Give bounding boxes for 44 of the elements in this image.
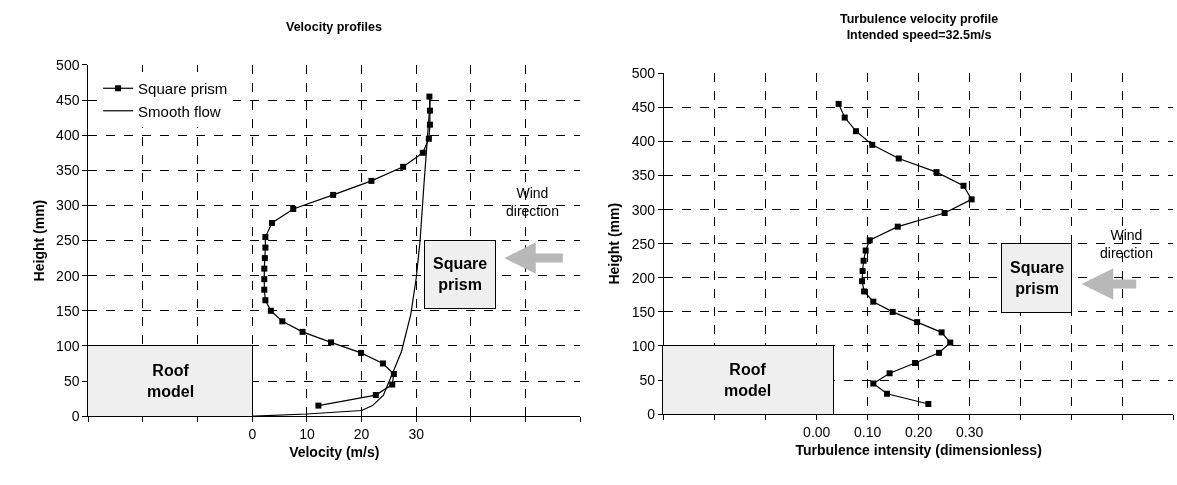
annotation: Wind direction: [1100, 227, 1153, 262]
y-tick-label: 250: [56, 232, 80, 249]
y-tick-label: 0: [71, 408, 80, 425]
y-tick-label: 300: [56, 197, 80, 214]
y-tick-label: 500: [631, 65, 656, 82]
legend-label: Smooth flow: [138, 102, 221, 120]
y-tick-label: 100: [631, 337, 656, 354]
x-tick-label: 30: [408, 425, 425, 442]
y-tick-label: 350: [631, 167, 656, 184]
y-tick-label: 400: [56, 127, 80, 144]
x-tick-label: 0.20: [905, 423, 933, 440]
y-tick-label: 500: [56, 56, 80, 73]
y-tick-label: 50: [63, 372, 80, 389]
annotation: Roof model: [147, 362, 195, 400]
y-tick-label: 350: [56, 162, 80, 179]
y-tick-label: 0: [647, 406, 656, 423]
y-tick-label: 400: [631, 133, 656, 150]
legend-label: Square prism: [138, 80, 228, 98]
x-tick-label: 0: [248, 425, 257, 442]
x-tick-label: 10: [299, 425, 315, 442]
y-tick-label: 250: [631, 235, 656, 252]
annotation: Wind direction: [506, 185, 559, 220]
y-tick-label: 450: [631, 99, 656, 116]
x-tick-label: 0.10: [854, 423, 882, 440]
x-tick-label: 20: [353, 425, 370, 442]
annotation: Square prism: [1010, 259, 1065, 297]
y-tick-label: 450: [56, 92, 80, 108]
y-axis-title: Height (mm): [30, 199, 47, 282]
y-tick-label: 100: [56, 337, 80, 354]
chart-title: Velocity profiles: [286, 20, 382, 34]
chart-title: Turbulence velocity profile Intended speed=32.5m/s: [840, 12, 999, 43]
y-tick-label: 200: [56, 267, 80, 284]
x-axis-title: Velocity (m/s): [289, 444, 380, 461]
y-tick-label: 200: [631, 269, 656, 286]
annotation: Roof model: [724, 361, 772, 399]
y-tick-label: 50: [639, 371, 656, 388]
x-axis-title: Turbulence intensity (dimensionless): [795, 442, 1042, 459]
y-tick-label: 150: [56, 302, 80, 319]
y-axis-title: Height (mm): [606, 202, 623, 285]
x-tick-label: 0.00: [803, 423, 831, 440]
x-tick-label: 0.30: [955, 423, 984, 440]
y-tick-label: 300: [631, 201, 656, 218]
y-tick-label: 150: [631, 303, 656, 320]
annotation: Square prism: [433, 255, 488, 293]
